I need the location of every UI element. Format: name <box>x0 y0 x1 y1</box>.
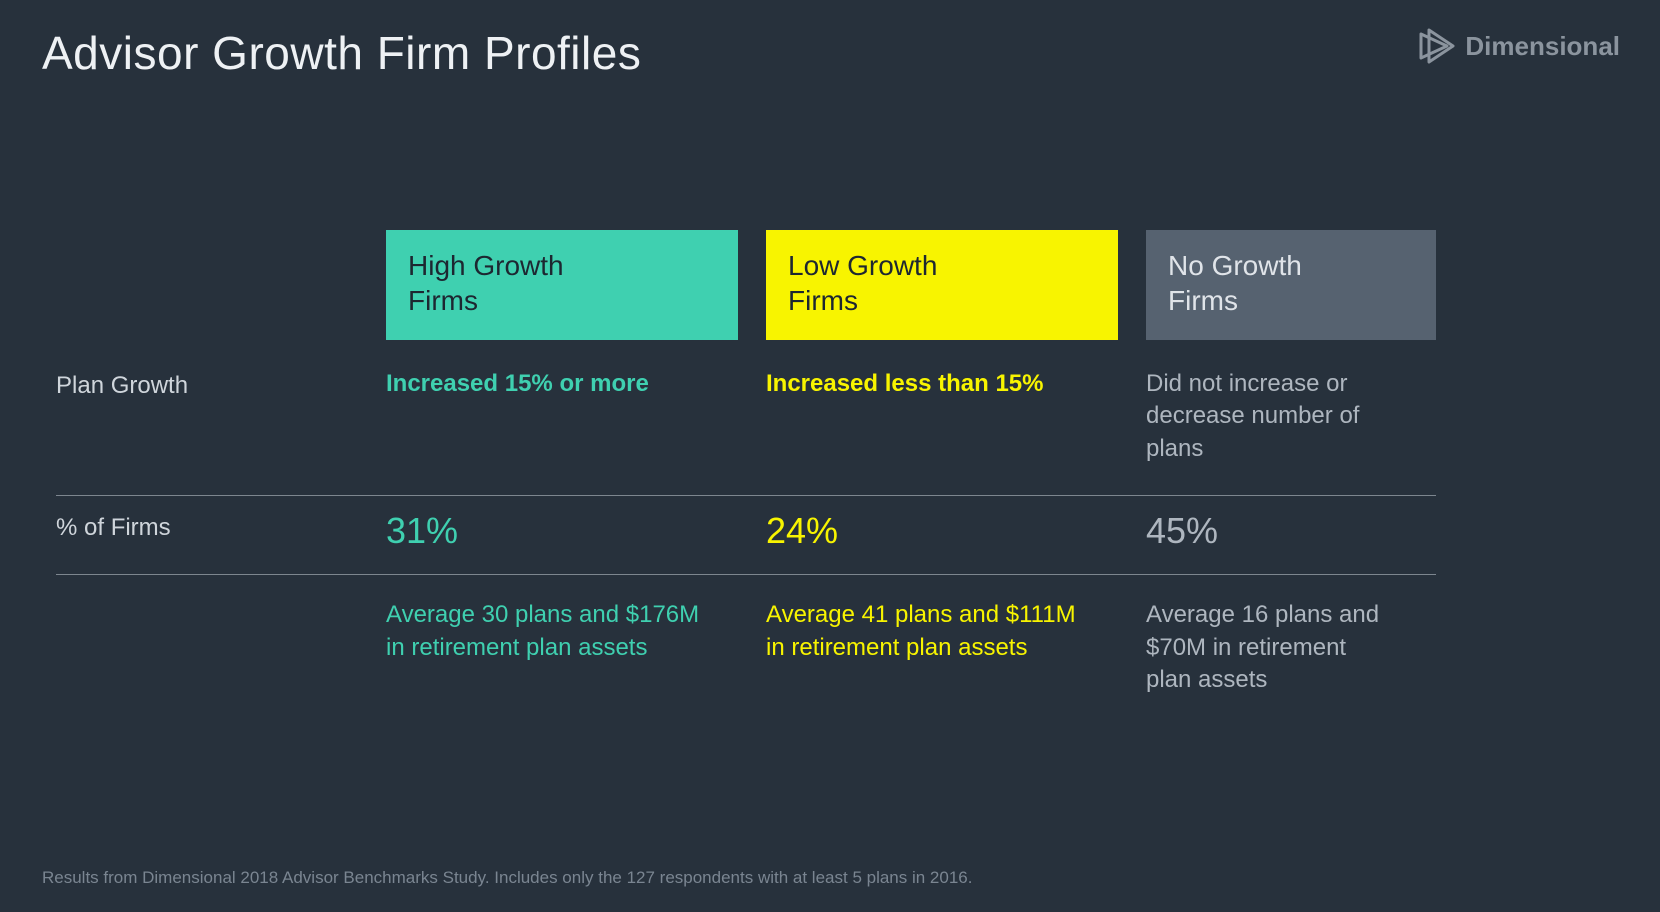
percent-low: 24% <box>766 510 1146 552</box>
col-header-low-growth: Low GrowthFirms <box>766 230 1118 340</box>
table-header-row: High GrowthFirms Low GrowthFirms No Grow… <box>56 230 1436 340</box>
divider <box>56 574 1436 575</box>
col-header-no-growth: No GrowthFirms <box>1146 230 1436 340</box>
divider <box>56 495 1436 496</box>
row-averages: Average 30 plans and $176M in retirement… <box>56 589 1436 696</box>
row-label-percent-firms: % of Firms <box>56 510 386 542</box>
row-label-plan-growth: Plan Growth <box>56 368 386 400</box>
average-high: Average 30 plans and $176M in retirement… <box>386 589 766 664</box>
criteria-none: Did not increase or decrease number of p… <box>1146 368 1436 465</box>
footnote: Results from Dimensional 2018 Advisor Be… <box>42 868 972 888</box>
average-none: Average 16 plans and $70M in retirement … <box>1146 589 1436 696</box>
criteria-high: Increased 15% or more <box>386 368 766 400</box>
brand-logo: Dimensional <box>1415 26 1620 66</box>
row-percent-firms: % of Firms 31% 24% 45% <box>56 510 1436 552</box>
brand-logo-icon <box>1415 26 1455 66</box>
criteria-low: Increased less than 15% <box>766 368 1146 400</box>
row-plan-growth: Plan Growth Increased 15% or more Increa… <box>56 368 1436 465</box>
percent-none: 45% <box>1146 510 1436 552</box>
brand-name: Dimensional <box>1465 31 1620 62</box>
col-header-high-growth: High GrowthFirms <box>386 230 738 340</box>
profiles-table: High GrowthFirms Low GrowthFirms No Grow… <box>56 230 1436 696</box>
percent-high: 31% <box>386 510 766 552</box>
page-title: Advisor Growth Firm Profiles <box>42 26 641 80</box>
average-low: Average 41 plans and $111M in retirement… <box>766 589 1146 664</box>
